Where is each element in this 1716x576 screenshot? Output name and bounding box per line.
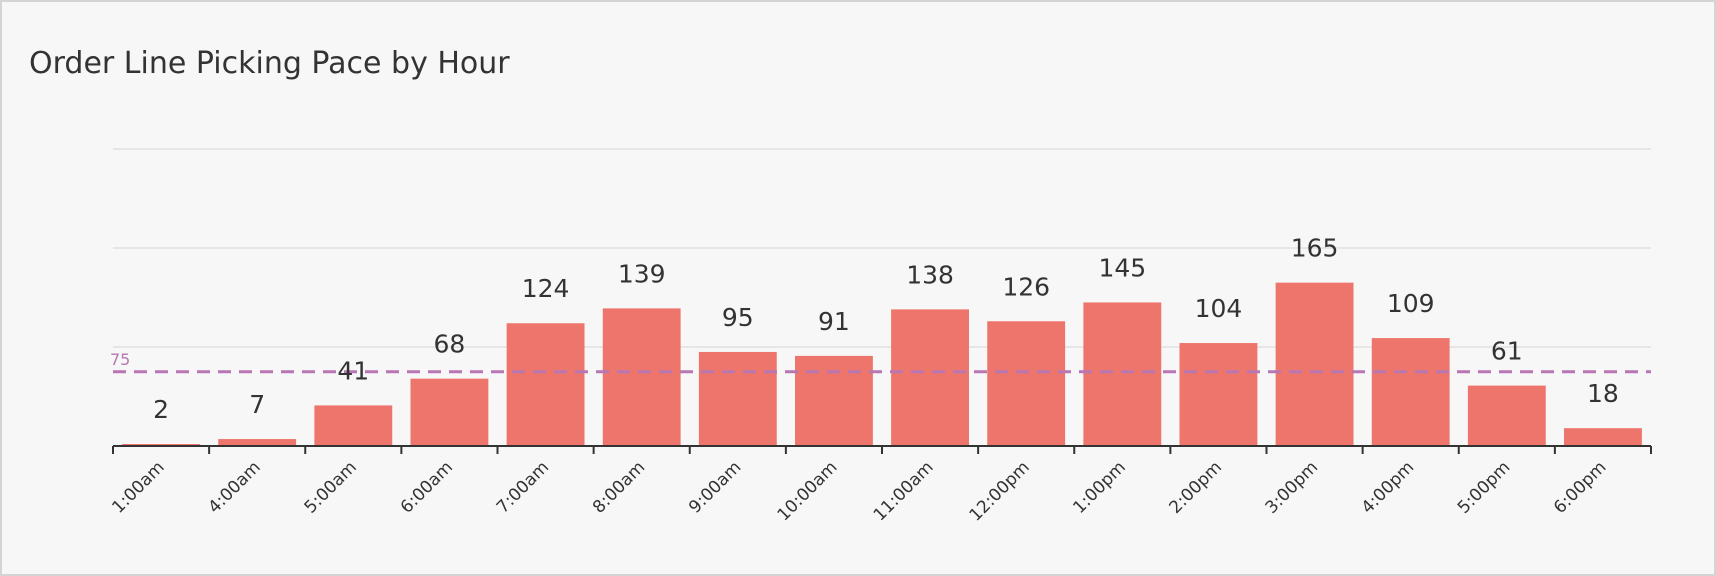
data-labels: 2 7 41 68 124 139 95 91 138 126 145 104 165 109 61 18 xyxy=(153,234,1619,424)
bar-6:00am xyxy=(410,378,489,446)
x-tick-label: 5:00pm xyxy=(1454,457,1514,517)
bar-1:00pm xyxy=(1083,302,1162,446)
bar-6:00pm xyxy=(1564,428,1642,446)
x-tick-label: 12:00pm xyxy=(966,457,1034,525)
bar-9:00am xyxy=(698,351,777,446)
data-label: 91 xyxy=(818,307,850,336)
x-tick-label: 9:00am xyxy=(685,457,745,517)
x-tick-label: 1:00pm xyxy=(1069,457,1129,517)
bar-11:00am xyxy=(891,309,969,446)
data-label: 138 xyxy=(906,260,954,289)
bar-4:00pm xyxy=(1371,338,1450,446)
data-label: 61 xyxy=(1491,337,1523,366)
bar-7:00am xyxy=(506,323,585,446)
chart-title: Order Line Picking Pace by Hour xyxy=(29,46,510,81)
data-label: 41 xyxy=(337,356,369,385)
reference-line-group: 75 xyxy=(110,350,1651,374)
x-tick-label: 7:00am xyxy=(493,457,553,517)
x-tick-label: 11:00am xyxy=(870,457,938,525)
x-tick-label: 5:00am xyxy=(301,457,361,517)
data-label: 109 xyxy=(1387,289,1435,318)
x-tick-label: 4:00am xyxy=(205,457,265,517)
reference-line-label: 75 xyxy=(110,350,130,369)
x-tick-label: 8:00am xyxy=(589,457,649,517)
bar-5:00pm xyxy=(1467,385,1546,446)
x-tick-label: 10:00am xyxy=(774,457,842,525)
bar-8:00am xyxy=(602,308,681,446)
bars xyxy=(122,282,1642,446)
data-label: 2 xyxy=(153,395,169,424)
x-tick-label: 4:00pm xyxy=(1358,457,1418,517)
data-label: 18 xyxy=(1587,379,1619,408)
data-label: 7 xyxy=(249,390,265,419)
data-label: 104 xyxy=(1195,294,1243,323)
data-label: 126 xyxy=(1002,272,1050,301)
x-tick-label: 2:00pm xyxy=(1165,457,1225,517)
data-label: 95 xyxy=(722,303,754,332)
bar-4:00am xyxy=(218,439,297,446)
data-label: 68 xyxy=(434,330,466,359)
data-label: 165 xyxy=(1291,234,1339,263)
x-tick-label: 1:00am xyxy=(108,457,168,517)
bar-12:00pm xyxy=(987,321,1066,446)
bar-5:00am xyxy=(314,405,393,446)
x-tick-label: 6:00am xyxy=(397,457,457,517)
data-label: 145 xyxy=(1098,253,1146,282)
data-label: 139 xyxy=(618,259,666,288)
bar-2:00pm xyxy=(1179,343,1258,446)
x-tick-label: 3:00pm xyxy=(1262,457,1322,517)
bar-10:00am xyxy=(795,355,873,446)
bar-3:00pm xyxy=(1275,282,1354,446)
x-axis: 1:00am 4:00am 5:00am 6:00am 7:00am 8:00am 9:00… xyxy=(108,445,1652,526)
x-tick-label: 6:00pm xyxy=(1550,457,1610,517)
data-label: 124 xyxy=(522,274,570,303)
